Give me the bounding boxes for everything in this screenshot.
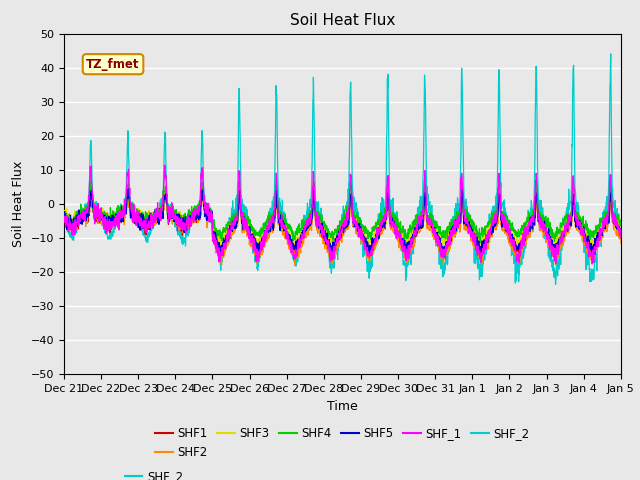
SHF3 — [161, 181, 169, 187]
SHF4 — [60, 209, 68, 215]
SHF_1 — [371, 242, 379, 248]
SHF1 — [617, 231, 625, 237]
SHF_2 — [584, 256, 591, 262]
SHF1 — [504, 231, 512, 237]
Line: SHF5: SHF5 — [64, 187, 621, 256]
SHF3 — [505, 222, 513, 228]
Line: SHF1: SHF1 — [64, 187, 621, 259]
SHF_2 — [568, 157, 575, 163]
Line: SHF2: SHF2 — [64, 192, 621, 265]
SHF4 — [371, 226, 378, 232]
SHF2 — [199, 190, 207, 195]
SHF2 — [371, 246, 379, 252]
SHF3 — [477, 245, 485, 251]
SHF_2 — [216, 249, 223, 254]
SHF_1 — [359, 234, 367, 240]
SHF1 — [359, 231, 367, 237]
SHF_1 — [588, 261, 596, 266]
SHF5 — [568, 213, 576, 219]
SHF1 — [198, 184, 206, 190]
SHF5 — [584, 237, 591, 242]
SHF3 — [617, 224, 625, 230]
SHF_1 — [60, 214, 68, 220]
SHF3 — [568, 211, 576, 216]
SHF_1 — [584, 241, 591, 247]
SHF2 — [584, 245, 591, 251]
SHF2 — [505, 240, 513, 246]
Title: Soil Heat Flux: Soil Heat Flux — [290, 13, 395, 28]
SHF_2 — [607, 51, 614, 57]
SHF3 — [60, 211, 68, 216]
SHF5 — [60, 214, 68, 219]
SHF3 — [216, 236, 223, 242]
SHF2 — [60, 216, 68, 222]
SHF2 — [617, 240, 625, 246]
SHF1 — [584, 239, 591, 244]
SHF_2 — [60, 214, 68, 219]
Text: TZ_fmet: TZ_fmet — [86, 58, 140, 71]
SHF1 — [568, 211, 575, 216]
SHF4 — [617, 217, 625, 223]
SHF4 — [568, 198, 576, 204]
SHF5 — [458, 184, 466, 190]
SHF1 — [588, 256, 596, 262]
SHF_1 — [216, 249, 223, 254]
SHF4 — [476, 240, 484, 245]
Line: SHF3: SHF3 — [64, 184, 621, 248]
SHF5 — [617, 232, 625, 238]
SHF_1 — [161, 162, 169, 168]
SHF4 — [584, 230, 591, 236]
SHF2 — [216, 249, 223, 254]
SHF_2 — [371, 242, 378, 248]
SHF5 — [441, 253, 449, 259]
SHF_2 — [552, 282, 559, 288]
Line: SHF_1: SHF_1 — [64, 165, 621, 264]
SHF5 — [358, 233, 366, 239]
SHF1 — [216, 247, 223, 253]
SHF3 — [359, 234, 367, 240]
SHF4 — [505, 219, 513, 225]
SHF4 — [358, 222, 366, 228]
Y-axis label: Soil Heat Flux: Soil Heat Flux — [12, 161, 25, 247]
SHF2 — [291, 262, 299, 268]
SHF_2 — [504, 220, 512, 226]
SHF3 — [584, 233, 591, 239]
SHF_2 — [358, 222, 366, 228]
SHF2 — [568, 215, 576, 221]
Line: SHF4: SHF4 — [64, 179, 621, 242]
SHF5 — [216, 247, 223, 253]
X-axis label: Time: Time — [327, 400, 358, 413]
SHF1 — [371, 232, 379, 238]
SHF4 — [216, 230, 223, 236]
SHF5 — [371, 239, 378, 245]
SHF_1 — [504, 220, 512, 226]
SHF_2 — [617, 230, 625, 236]
SHF4 — [384, 176, 392, 181]
SHF_1 — [617, 228, 625, 234]
Legend: SHF_2: SHF_2 — [120, 465, 188, 480]
SHF1 — [60, 216, 68, 222]
Line: SHF_2: SHF_2 — [64, 54, 621, 285]
SHF5 — [505, 225, 513, 231]
SHF3 — [371, 235, 379, 241]
SHF2 — [359, 236, 367, 242]
SHF_1 — [568, 201, 575, 207]
